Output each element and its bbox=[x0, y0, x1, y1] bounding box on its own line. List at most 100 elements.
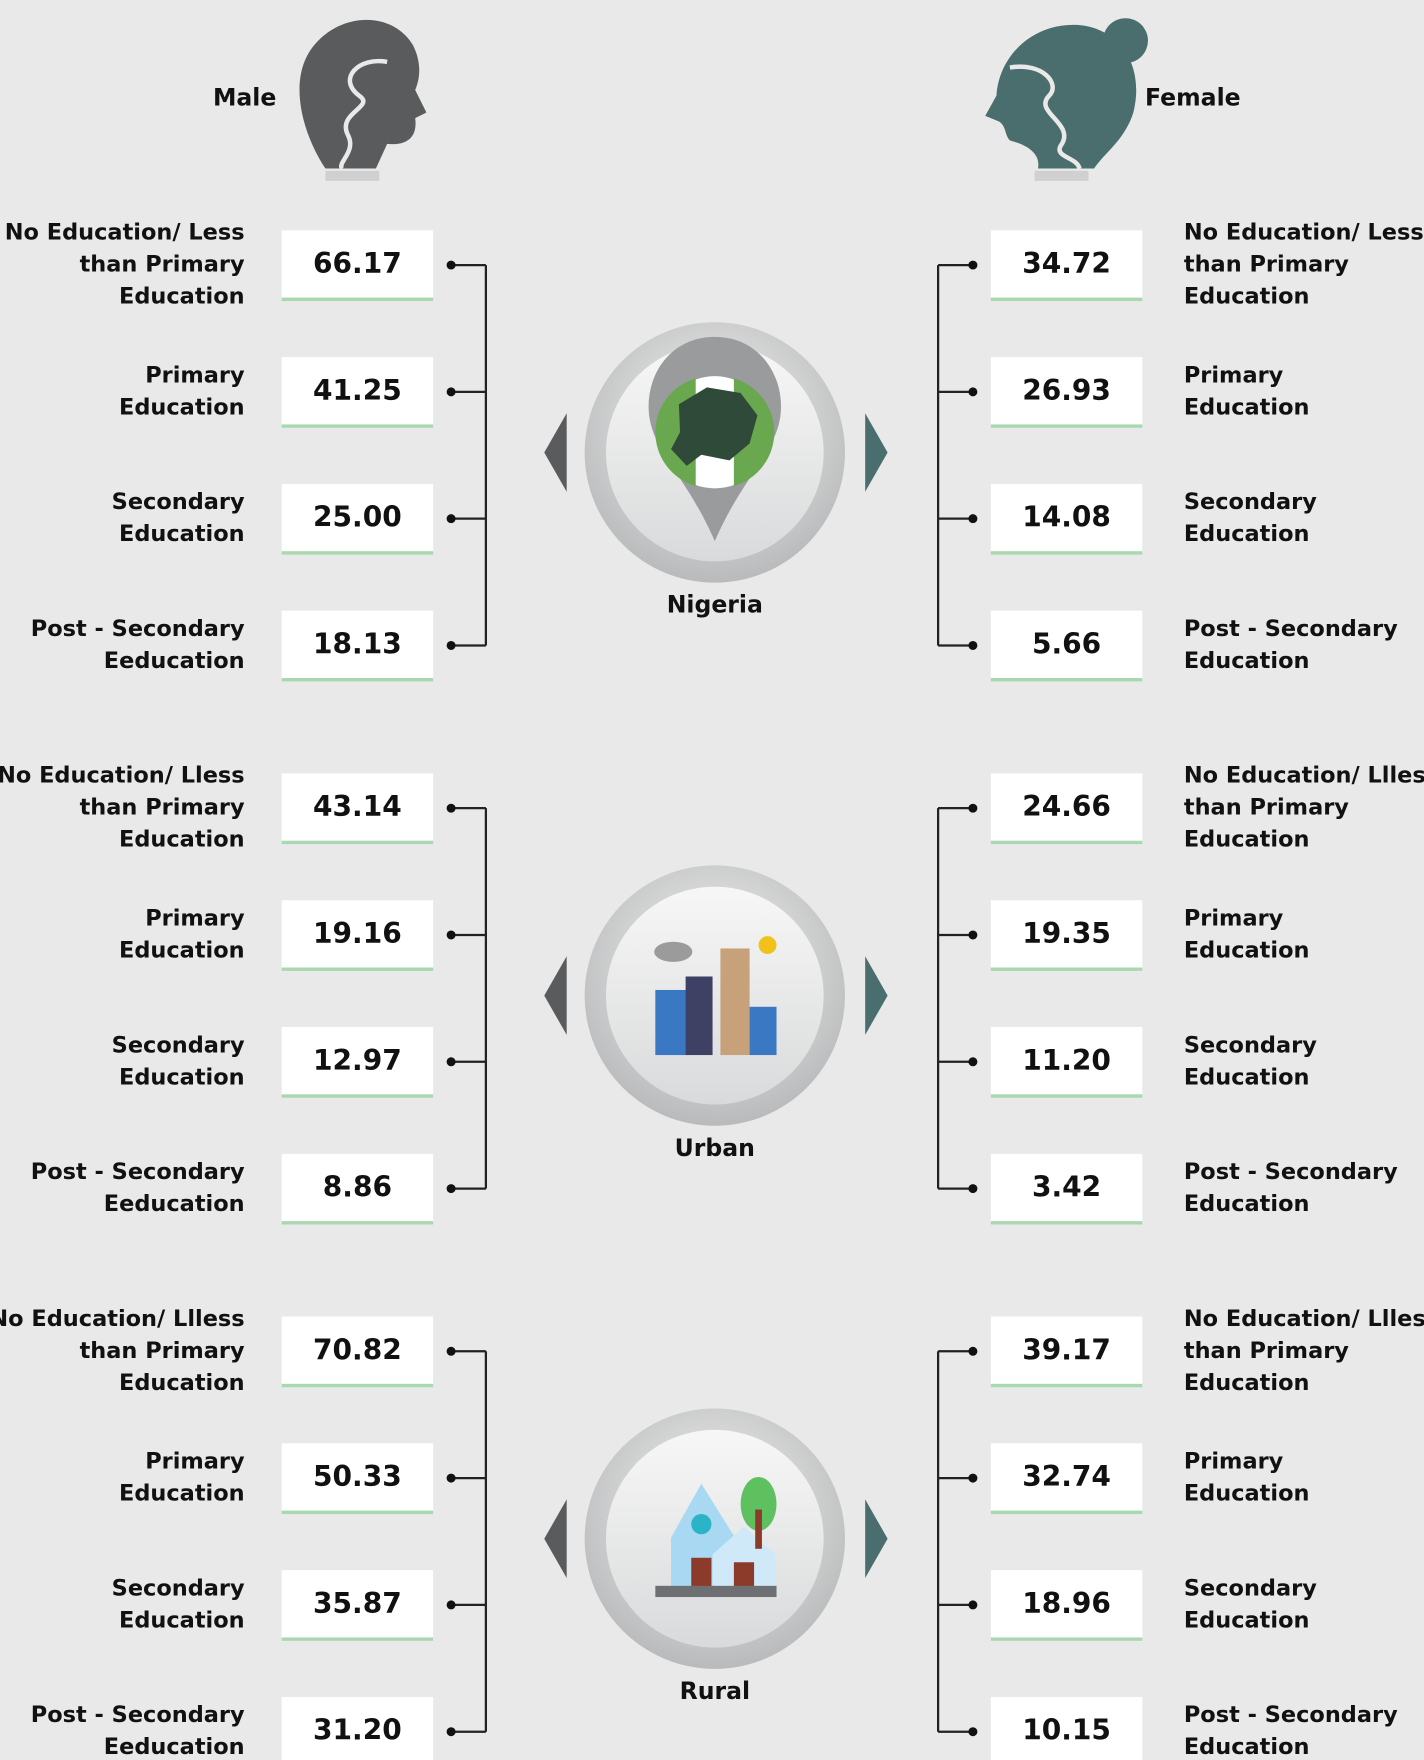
underline bbox=[990, 424, 1143, 428]
arrow-right bbox=[865, 956, 888, 1035]
cloud bbox=[654, 941, 693, 962]
label: Post - Secondary bbox=[31, 616, 245, 642]
tree bbox=[740, 1476, 777, 1531]
label: No Education/ Less bbox=[1184, 220, 1424, 246]
value-box bbox=[990, 230, 1143, 300]
b1 bbox=[655, 989, 687, 1056]
label: Education bbox=[1184, 648, 1310, 674]
label: Education bbox=[1184, 1064, 1310, 1090]
dot bbox=[446, 1727, 456, 1737]
label: Education bbox=[1184, 1734, 1310, 1760]
label: Primary bbox=[145, 1449, 245, 1475]
dot bbox=[968, 260, 978, 270]
underline bbox=[281, 424, 434, 428]
value-box bbox=[990, 1153, 1143, 1224]
value-box bbox=[990, 773, 1143, 843]
underline bbox=[990, 967, 1143, 971]
value-box bbox=[990, 1316, 1143, 1387]
underline bbox=[281, 840, 434, 845]
label: Education bbox=[1184, 394, 1310, 420]
underline bbox=[281, 1094, 434, 1098]
value: 70.82 bbox=[313, 1333, 402, 1366]
label: Education bbox=[119, 1370, 245, 1396]
label: Education bbox=[1184, 1370, 1310, 1396]
label: than Primary bbox=[80, 795, 245, 821]
underline bbox=[990, 840, 1143, 845]
label: Primary bbox=[145, 362, 245, 388]
label: Education bbox=[1184, 521, 1310, 547]
value: 14.08 bbox=[1022, 501, 1111, 534]
value-box bbox=[281, 357, 434, 427]
male-heading: Male bbox=[213, 83, 276, 111]
label: No Education/ Lless bbox=[0, 763, 245, 789]
dot bbox=[968, 930, 978, 940]
label: Post - Secondary bbox=[31, 1159, 245, 1185]
inner bbox=[605, 886, 824, 1105]
dot bbox=[446, 387, 456, 397]
label: No Education/ Less bbox=[5, 220, 245, 246]
underline bbox=[281, 1637, 434, 1641]
label: Secondary bbox=[1184, 489, 1317, 515]
arrow-left bbox=[544, 413, 567, 492]
value: 19.35 bbox=[1022, 917, 1111, 950]
value: 32.74 bbox=[1022, 1460, 1111, 1493]
value: 31.20 bbox=[313, 1714, 402, 1747]
value-box bbox=[281, 1570, 434, 1640]
value: 5.66 bbox=[1032, 627, 1101, 660]
label: Post - Secondary bbox=[1184, 1159, 1398, 1185]
arrow-left bbox=[544, 956, 567, 1035]
section-name: Urban bbox=[675, 1134, 755, 1162]
ground bbox=[655, 1585, 777, 1598]
label: No Education/ Llless bbox=[1184, 1306, 1424, 1332]
label: Education bbox=[119, 521, 245, 547]
section: Rural 70.82 No Education/ Llless than Prima… bbox=[0, 1306, 1424, 1760]
value-box bbox=[281, 610, 434, 681]
label: Education bbox=[119, 394, 245, 420]
label: Education bbox=[119, 827, 245, 853]
label: Primary bbox=[145, 905, 245, 931]
label: than Primary bbox=[80, 1338, 245, 1364]
value: 41.25 bbox=[313, 374, 402, 407]
sun bbox=[758, 936, 777, 955]
label: Education bbox=[119, 1607, 245, 1633]
dot bbox=[968, 803, 978, 813]
underline bbox=[990, 1637, 1143, 1641]
label: Education bbox=[119, 284, 245, 310]
value: 3.42 bbox=[1032, 1171, 1101, 1204]
dot bbox=[446, 1600, 456, 1610]
value: 10.15 bbox=[1022, 1714, 1111, 1747]
label: Post - Secondary bbox=[1184, 1702, 1398, 1728]
underline bbox=[990, 1094, 1143, 1098]
label: than Primary bbox=[1184, 1338, 1349, 1364]
underline bbox=[990, 678, 1143, 682]
door2 bbox=[733, 1562, 755, 1589]
value-box bbox=[281, 483, 434, 554]
value-box bbox=[990, 900, 1143, 970]
label: Education bbox=[1184, 1191, 1310, 1217]
dot bbox=[446, 514, 456, 524]
label: than Primary bbox=[1184, 252, 1349, 278]
label: Post - Secondary bbox=[31, 1702, 245, 1728]
label: Education bbox=[1184, 1607, 1310, 1633]
value-box bbox=[990, 1570, 1143, 1640]
label: Secondary bbox=[1184, 1032, 1317, 1058]
label: Secondary bbox=[1184, 1575, 1317, 1601]
underline bbox=[281, 1383, 434, 1388]
arrow-right bbox=[865, 413, 888, 492]
value: 43.14 bbox=[313, 790, 402, 823]
female-head bbox=[985, 18, 1148, 181]
map bbox=[671, 387, 758, 466]
underline bbox=[990, 1383, 1143, 1388]
label: Secondary bbox=[112, 1032, 245, 1058]
underline bbox=[990, 551, 1143, 555]
label: Education bbox=[1184, 1481, 1310, 1507]
label: Education bbox=[1184, 284, 1310, 310]
section: Urban 43.14 No Education/ Lless than Primar… bbox=[0, 763, 1424, 1225]
value: 19.16 bbox=[313, 917, 402, 950]
label: Education bbox=[1184, 827, 1310, 853]
section-name: Rural bbox=[680, 1677, 750, 1705]
female-heading: Female bbox=[1145, 83, 1241, 111]
value: 18.13 bbox=[313, 627, 402, 660]
label: Eeducation bbox=[104, 1734, 245, 1760]
